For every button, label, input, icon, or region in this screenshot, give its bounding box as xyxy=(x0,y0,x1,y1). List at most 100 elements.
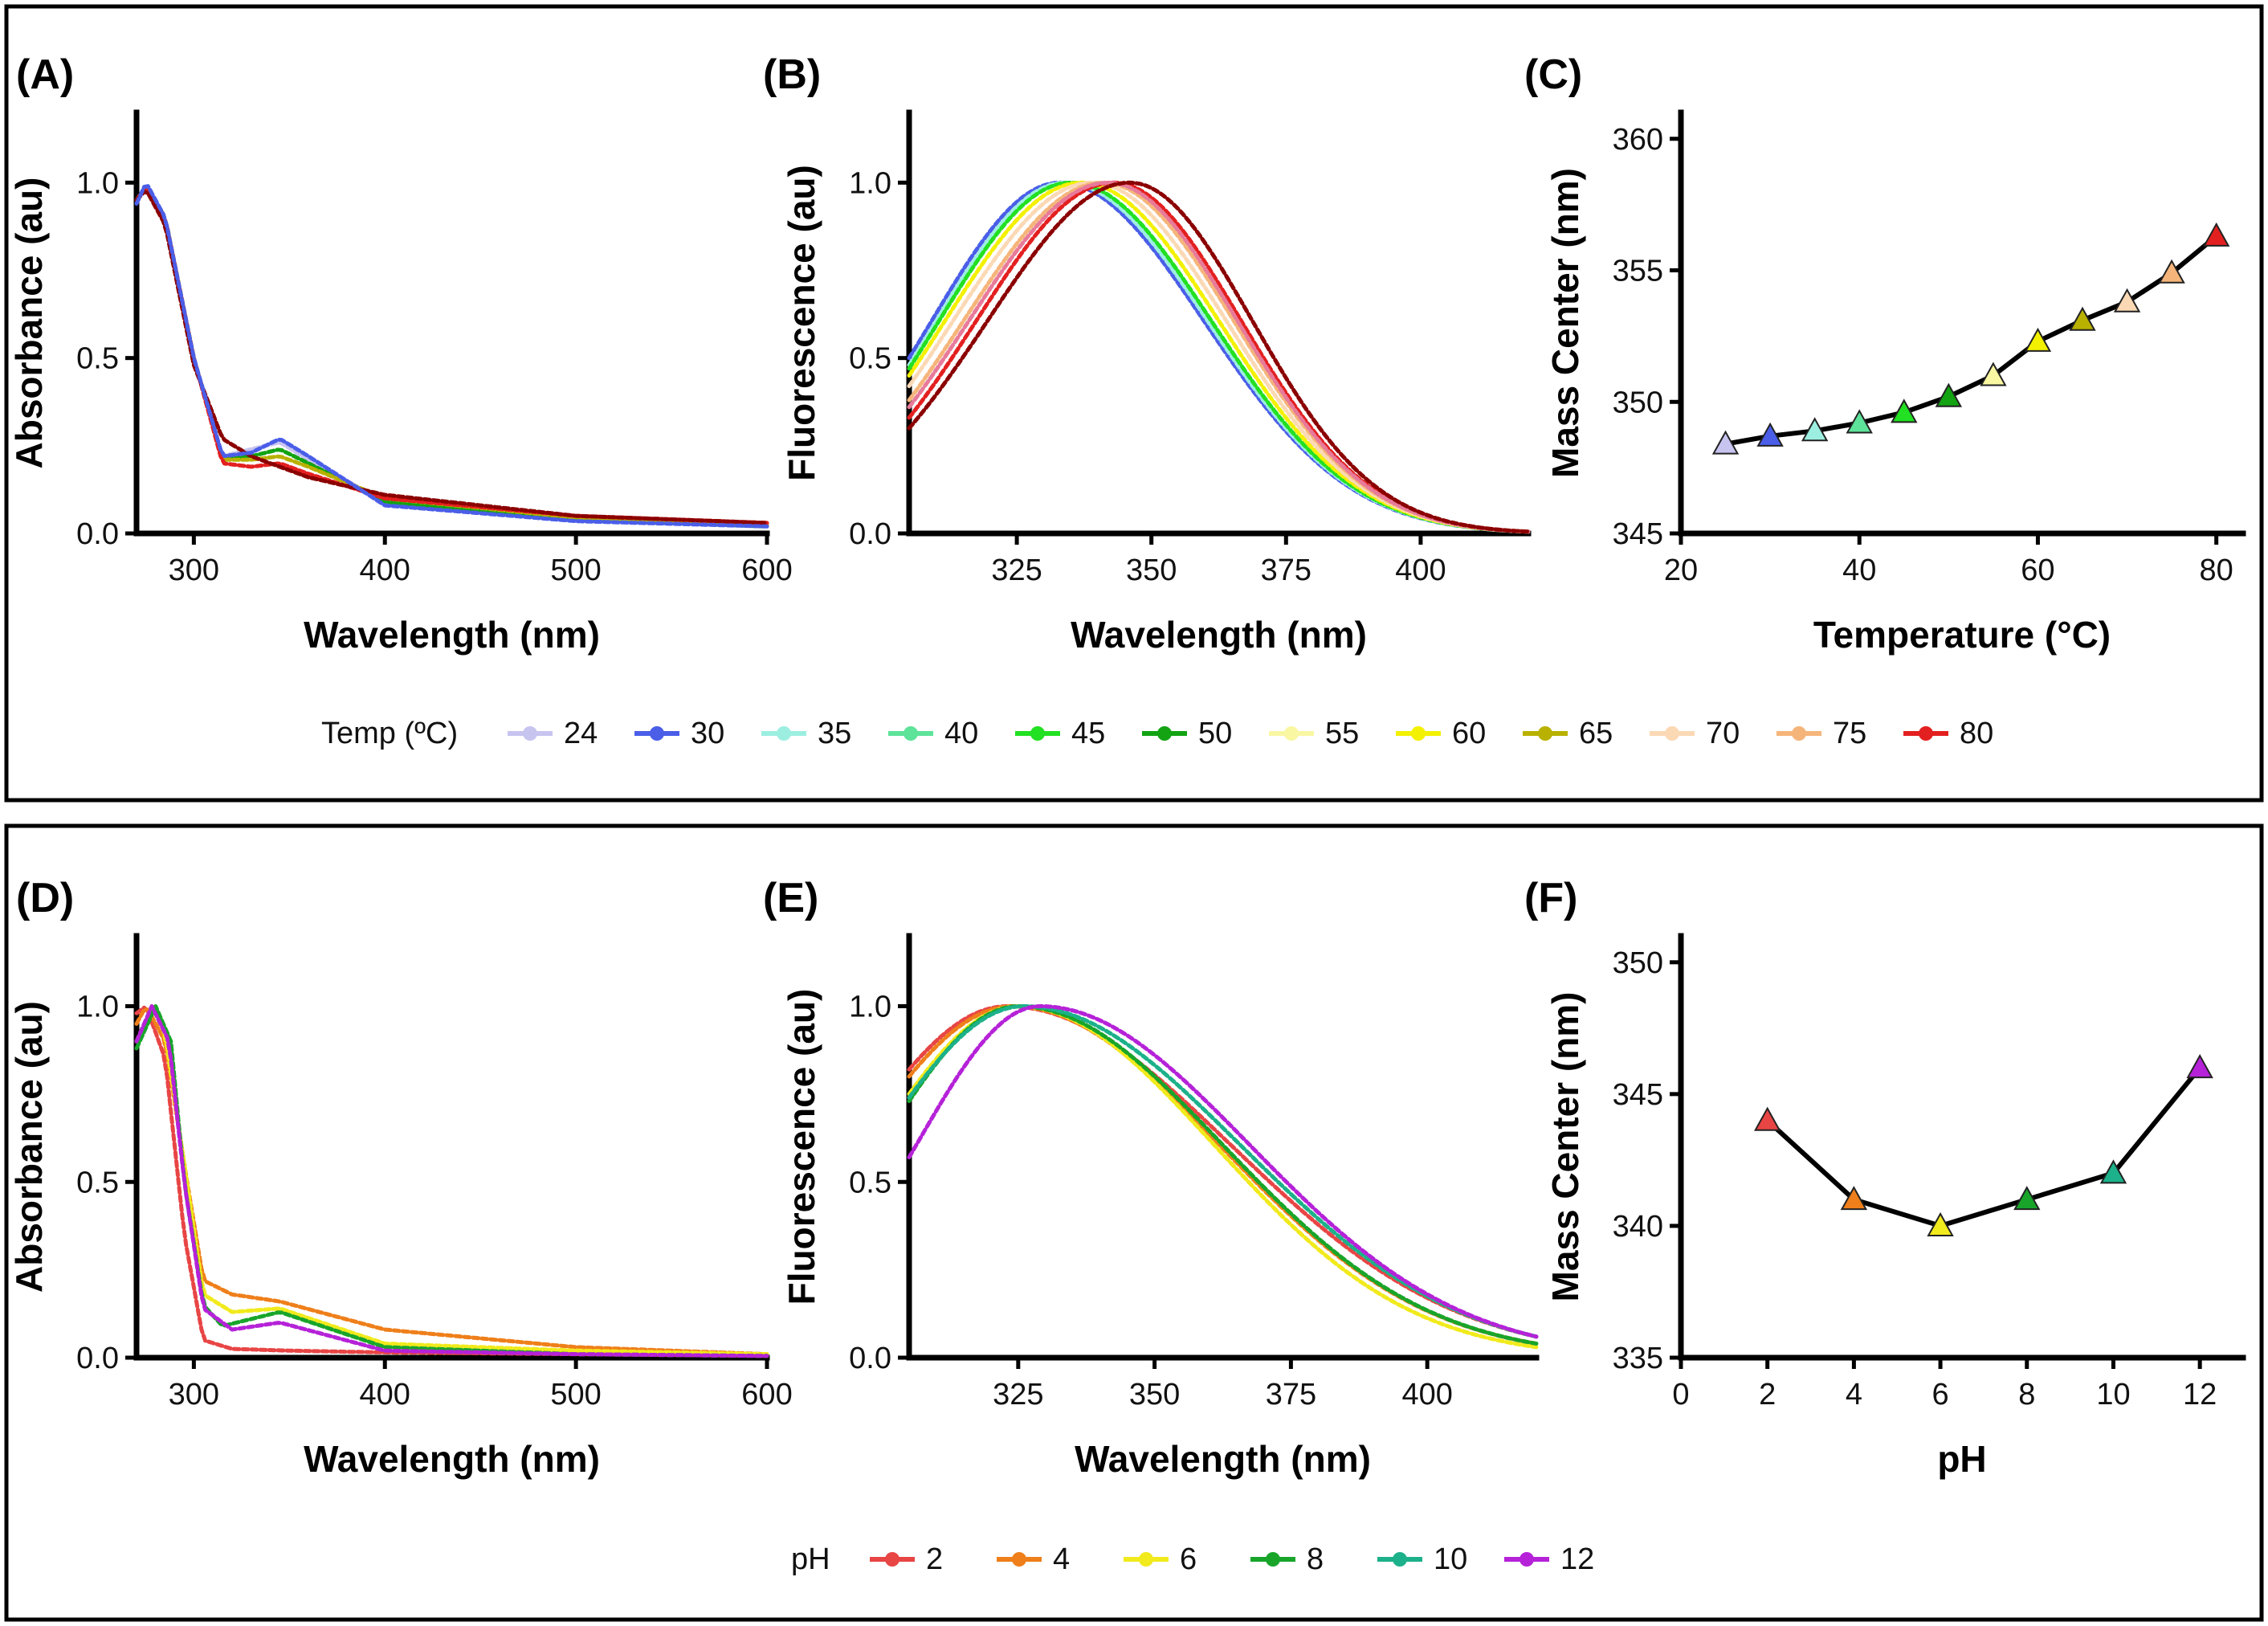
legend-label: 8 xyxy=(1307,1542,1324,1576)
legend-label: 45 xyxy=(1071,717,1105,750)
x-axis-label: Temperature (°C) xyxy=(1813,614,2111,656)
legend-swatch-dot xyxy=(1919,726,1933,741)
series-50-line xyxy=(134,186,769,529)
x-tick-label: 10 xyxy=(2096,1378,2130,1412)
y-axis-label: Absorbance (au) xyxy=(8,1001,50,1293)
x-tick-label: 400 xyxy=(1401,1378,1452,1412)
legend-label: 4 xyxy=(1053,1542,1070,1576)
legend-label: 35 xyxy=(818,717,851,750)
series-10-line xyxy=(907,1004,1539,1339)
x-tick-label: 12 xyxy=(2183,1378,2217,1412)
series-4-line xyxy=(907,1004,1539,1346)
y-axis-label: Fluorescence (au) xyxy=(781,165,822,481)
x-tick-label: 20 xyxy=(1664,554,1698,587)
legend-swatch-dot xyxy=(885,1552,899,1567)
legend-label: 70 xyxy=(1706,717,1740,750)
y-tick-label: 345 xyxy=(1613,517,1663,551)
data-point-marker xyxy=(1927,1211,1954,1236)
legend-swatch-dot xyxy=(1284,726,1299,741)
legend-label: 80 xyxy=(1960,717,1993,750)
x-tick-label: 300 xyxy=(169,1378,219,1412)
series-80-line xyxy=(134,186,769,525)
panel-label: (E) xyxy=(763,875,818,921)
series-8-line xyxy=(907,1004,1539,1346)
y-axis-label: Fluorescence (au) xyxy=(781,989,822,1305)
data-point-marker xyxy=(1753,1106,1781,1131)
data-point-marker xyxy=(2158,259,2185,284)
y-tick-label: 0.5 xyxy=(76,1166,119,1199)
series-65-line xyxy=(134,186,769,527)
chart-panel: (E) 325 350 375 400 0.0 0.5 1.0 Wavelength (nm) F… xyxy=(763,875,1540,1480)
data-point-marker xyxy=(2069,306,2096,331)
legend-swatch-dot xyxy=(1157,726,1172,741)
series-6-line xyxy=(134,1004,769,1357)
y-tick-label: 335 xyxy=(1613,1342,1663,1375)
data-point-marker xyxy=(1846,409,1873,434)
x-tick-label: 40 xyxy=(1842,554,1876,587)
series-8-line xyxy=(134,1004,769,1358)
data-point-marker xyxy=(1891,398,1918,423)
data-point-marker xyxy=(2013,1186,2041,1211)
legend-swatch-dot xyxy=(1411,726,1426,741)
x-axis-label: Wavelength (nm) xyxy=(1071,614,1367,656)
y-tick-label: 0.5 xyxy=(849,342,891,376)
y-tick-label: 1.0 xyxy=(849,991,891,1024)
legend-swatch-dot xyxy=(777,726,791,741)
y-tick-label: 0.0 xyxy=(849,1342,891,1375)
bottom-panel-frame xyxy=(4,823,2264,1622)
temp-legend: Temp (ºC) 24 30 35 40 45 50 55 60 65 70 75 80 xyxy=(321,717,1993,750)
x-tick-label: 0 xyxy=(1672,1378,1689,1412)
y-tick-label: 350 xyxy=(1613,946,1663,980)
x-tick-label: 325 xyxy=(993,1378,1043,1412)
legend-label: 75 xyxy=(1833,717,1866,750)
y-tick-label: 0.5 xyxy=(76,342,119,376)
panel-label: (D) xyxy=(16,875,74,921)
legend-label: 10 xyxy=(1434,1542,1467,1576)
x-axis-label: pH xyxy=(1937,1438,1986,1480)
panel-label: (B) xyxy=(763,51,821,98)
series-12-line xyxy=(907,1004,1539,1339)
legend-swatch-dot xyxy=(1012,1552,1026,1567)
chart-panel: (F) 0 2 4 6 8 10 12 335 340 345 350 pH Mass Center (n… xyxy=(1524,875,2246,1480)
series-2-line xyxy=(907,1004,1539,1339)
legend-label: 65 xyxy=(1579,717,1613,750)
y-axis-label: Absorbance (au) xyxy=(8,178,50,469)
x-tick-label: 375 xyxy=(1266,1378,1316,1412)
x-tick-label: 500 xyxy=(550,1378,601,1412)
legend-swatch-dot xyxy=(1538,726,1552,741)
legend-swatch-dot xyxy=(1519,1552,1534,1567)
mass-center-line xyxy=(1725,234,2218,447)
panel-label: (A) xyxy=(16,51,74,98)
x-tick-label: 375 xyxy=(1261,554,1311,587)
x-tick-label: 8 xyxy=(2018,1378,2035,1412)
x-axis-label: Wavelength (nm) xyxy=(304,614,600,656)
data-point-marker xyxy=(1980,362,2007,386)
data-point-marker xyxy=(1711,430,1740,455)
x-tick-label: 4 xyxy=(1846,1378,1862,1412)
x-tick-label: 80 xyxy=(2200,554,2233,587)
x-tick-label: 400 xyxy=(1395,554,1446,587)
x-tick-label: 325 xyxy=(991,554,1042,587)
y-axis-label: Mass Center (nm) xyxy=(1544,168,1586,478)
data-point-marker xyxy=(1840,1186,1868,1211)
legend-swatch-dot xyxy=(650,726,664,741)
legend-label: 40 xyxy=(944,717,978,750)
legend-label: 30 xyxy=(691,717,724,750)
series-6-line xyxy=(907,1004,1539,1350)
data-point-marker xyxy=(1801,417,1829,442)
y-tick-label: 1.0 xyxy=(76,166,119,200)
legend-swatch-dot xyxy=(1393,1552,1407,1567)
y-tick-label: 360 xyxy=(1613,123,1663,157)
data-point-marker xyxy=(2186,1054,2213,1079)
series-60-line xyxy=(907,180,1531,534)
legend-swatch-dot xyxy=(904,726,918,741)
legend-label: 2 xyxy=(926,1542,943,1576)
temp-legend-title: Temp (ºC) xyxy=(321,717,458,750)
series-12-line xyxy=(134,1004,769,1358)
y-tick-label: 345 xyxy=(1613,1078,1663,1112)
y-tick-label: 1.0 xyxy=(76,991,119,1024)
y-tick-label: 350 xyxy=(1613,386,1663,419)
legend-swatch-dot xyxy=(1792,726,1806,741)
y-tick-label: 355 xyxy=(1613,255,1663,288)
